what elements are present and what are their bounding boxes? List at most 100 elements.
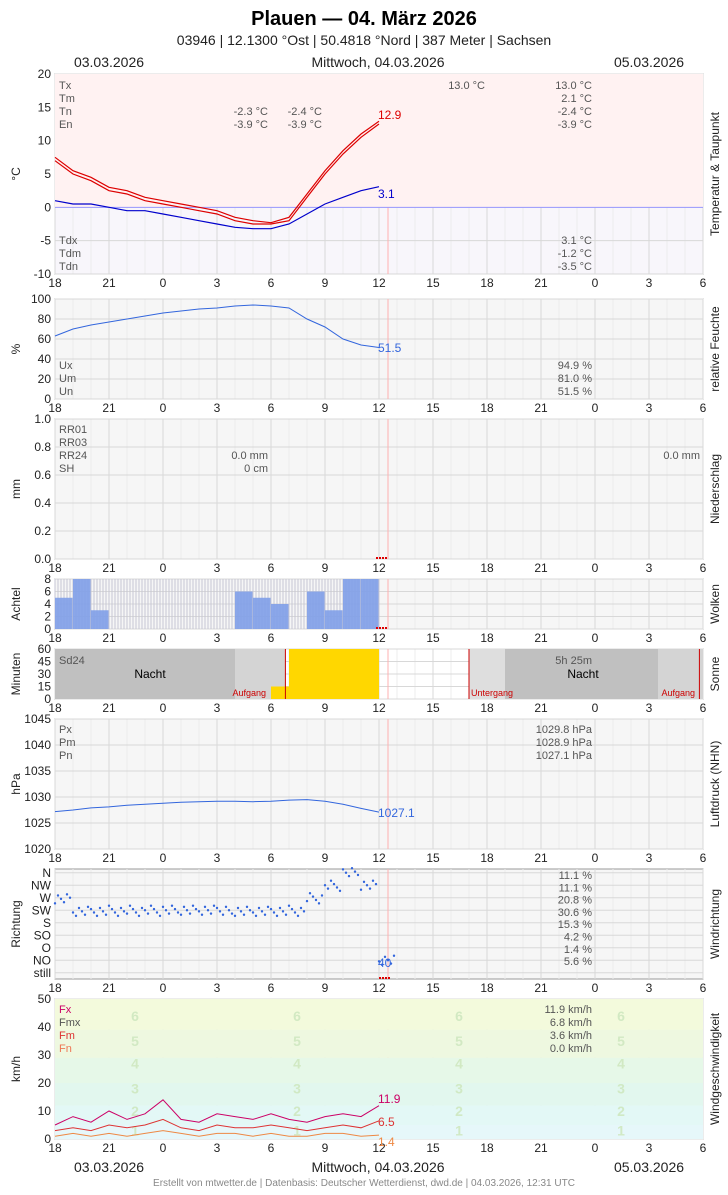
beaufort-number: 5	[293, 1033, 301, 1049]
winddir-point	[221, 913, 225, 916]
clouds-ytick: 2	[44, 610, 51, 624]
sun-xtick: 6	[268, 701, 275, 715]
precip-missing-dot	[385, 557, 387, 559]
beaufort-number: 4	[455, 1055, 463, 1071]
winddir-point	[161, 905, 165, 909]
sun-xtick: 18	[48, 701, 62, 715]
winddir-point	[257, 906, 261, 910]
humidity-xtick: 15	[426, 401, 440, 415]
windspeed-xtick: 12	[372, 1141, 386, 1155]
temp-ytick: -10	[34, 267, 52, 281]
winddir-point	[275, 914, 279, 918]
winddir-point	[110, 907, 114, 911]
pressure-xtick: 3	[214, 851, 221, 865]
precip-xtick: 0	[592, 561, 599, 575]
temp-ytick: -5	[40, 234, 51, 248]
winddir-point	[344, 871, 348, 874]
winddir-point	[287, 904, 291, 907]
winddir-xtick: 3	[214, 981, 221, 995]
winddir-missing-dot	[382, 977, 384, 979]
temp-xtick: 6	[700, 276, 707, 290]
humidity-legend: Um	[59, 373, 76, 385]
winddir-xtick: 6	[268, 981, 275, 995]
winddir-stats-right: 1.4 %	[564, 944, 592, 956]
sun-bar	[307, 649, 325, 699]
beaufort-number: 3	[617, 1081, 625, 1097]
windspeed-unit-label: km/h	[9, 1056, 23, 1082]
winddir-point	[200, 913, 204, 916]
winddir-point	[59, 897, 63, 901]
winddir-point	[305, 899, 309, 903]
pressure-xtick: 6	[268, 851, 275, 865]
windspeed-xtick: 21	[102, 1141, 116, 1155]
winddir-point	[341, 868, 345, 871]
winddir-point	[377, 960, 381, 963]
winddir-point	[173, 907, 177, 911]
clouds-xtick: 18	[480, 631, 494, 645]
beaufort-band	[55, 1125, 703, 1139]
sun-bar	[343, 649, 361, 699]
temp-xtick: 18	[48, 276, 62, 290]
winddir-point	[323, 884, 327, 887]
precip-ytick: 0.0	[34, 552, 51, 566]
humidity-xtick: 21	[102, 401, 116, 415]
cloud-bar	[91, 610, 109, 629]
wind-stats-right: 6.8 km/h	[550, 1017, 592, 1029]
winddir-point	[254, 914, 258, 918]
winddir-ytick: S	[43, 916, 51, 930]
winddir-point	[194, 907, 198, 911]
pressure-xtick: 12	[372, 851, 386, 865]
sh-mid-value: 0 cm	[244, 463, 268, 475]
winddir-point	[182, 905, 186, 909]
winddir-xtick: 3	[646, 981, 653, 995]
winddir-point	[281, 910, 285, 913]
winddir-ytick: NO	[33, 953, 51, 967]
windspeed-ytick: 0	[44, 1132, 51, 1146]
sun-side-label: Sonne	[708, 656, 722, 691]
sun-duration: 5h 25m	[555, 655, 592, 667]
dew-stats-right: -1.2 °C	[558, 248, 592, 260]
winddir-point	[62, 901, 66, 904]
beaufort-band	[55, 1029, 703, 1058]
winddir-point	[296, 914, 300, 918]
clouds-ytick: 4	[44, 597, 51, 611]
winddir-point	[359, 888, 363, 891]
winddir-point	[239, 910, 243, 913]
temp-xtick: 0	[592, 276, 599, 290]
pressure-xtick: 21	[102, 851, 116, 865]
winddir-point	[65, 893, 69, 896]
winddir-ytick: SW	[32, 903, 52, 917]
pressure-xtick: 18	[48, 851, 62, 865]
winddir-missing-dot	[379, 977, 381, 979]
dawn-block-2	[658, 649, 703, 699]
beaufort-number: 3	[293, 1081, 301, 1097]
beaufort-number: 5	[617, 1033, 625, 1049]
winddir-point	[380, 963, 384, 966]
beaufort-band	[55, 1105, 703, 1125]
winddir-point	[374, 882, 378, 886]
humidity-xtick: 12	[372, 401, 386, 415]
temp-ytick: 15	[38, 100, 52, 114]
sun-xtick: 9	[322, 701, 329, 715]
cloud-missing-dot	[379, 627, 381, 629]
wind-legend: Fn	[59, 1043, 72, 1055]
winddir-xtick: 21	[102, 981, 116, 995]
dew-legend: Tdm	[59, 248, 81, 260]
temp-xtick: 0	[160, 276, 167, 290]
winddir-ytick: still	[34, 966, 51, 980]
beaufort-number: 1	[455, 1123, 463, 1139]
winddir-point	[248, 909, 252, 912]
temp-xtick: 21	[534, 276, 548, 290]
winddir-point	[134, 911, 138, 914]
pressure-xtick: 0	[160, 851, 167, 865]
precip-xtick: 6	[268, 561, 275, 575]
dew-stats-right: 3.1 °C	[561, 235, 592, 247]
humidity-xtick: 6	[700, 401, 707, 415]
precip-xtick: 3	[214, 561, 221, 575]
sun-ytick: 60	[38, 642, 52, 656]
beaufort-number: 1	[293, 1123, 301, 1139]
cloud-bar	[253, 597, 271, 629]
